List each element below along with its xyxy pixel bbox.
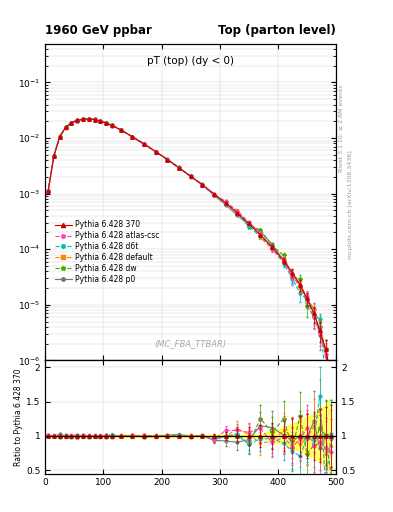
- Text: 1960 GeV ppbar: 1960 GeV ppbar: [45, 24, 152, 37]
- Text: pT (top) (dy < 0): pT (top) (dy < 0): [147, 56, 234, 66]
- Legend: Pythia 6.428 370, Pythia 6.428 atlas-csc, Pythia 6.428 d6t, Pythia 6.428 default: Pythia 6.428 370, Pythia 6.428 atlas-csc…: [52, 217, 162, 287]
- Text: Top (parton level): Top (parton level): [218, 24, 336, 37]
- Y-axis label: Ratio to Pythia 6.428 370: Ratio to Pythia 6.428 370: [14, 368, 23, 466]
- Text: (MC_FBA_TTBAR): (MC_FBA_TTBAR): [154, 339, 227, 348]
- Text: mcplots.cern.ch [arXiv:1306.3436]: mcplots.cern.ch [arXiv:1306.3436]: [348, 151, 353, 259]
- Text: Rivet 3.1.10; ≥ 2.8M events: Rivet 3.1.10; ≥ 2.8M events: [339, 84, 344, 172]
